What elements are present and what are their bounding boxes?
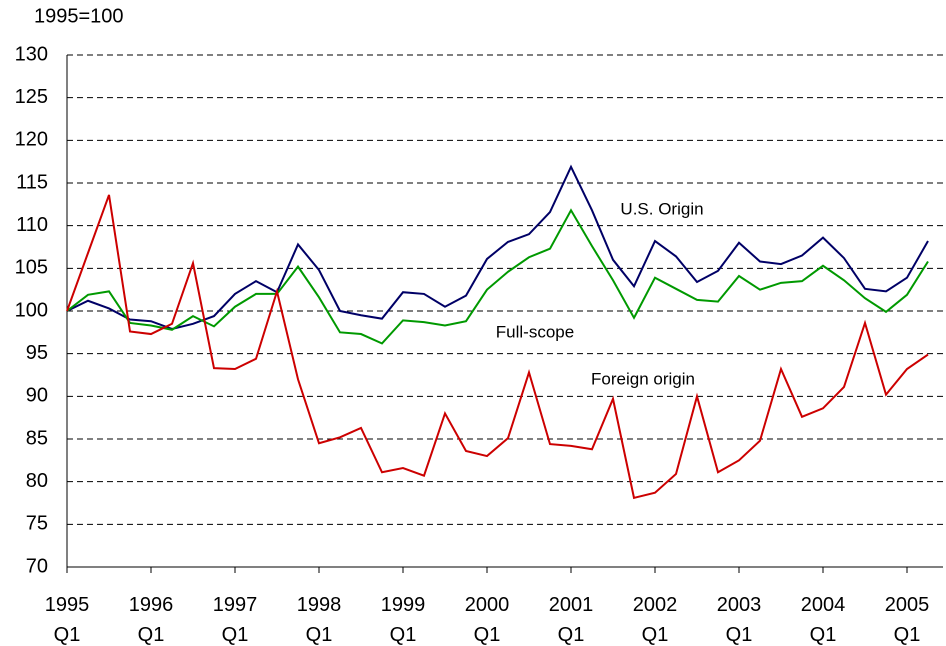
series-label: Full-scope	[496, 322, 574, 341]
y-tick-label: 125	[15, 86, 48, 108]
series-label: U.S. Origin	[620, 199, 703, 218]
y-tick-label: 100	[15, 299, 48, 321]
series-line	[66, 208, 929, 345]
y-tick-label: 110	[16, 214, 48, 236]
x-tick-label: 1999 Q1	[381, 594, 426, 646]
y-tick-label: 120	[15, 129, 48, 151]
y-tick-label: 80	[26, 470, 48, 492]
x-tick-label: 2000 Q1	[465, 594, 510, 646]
x-tick-label: 1996 Q1	[129, 594, 174, 646]
y-tick-label: 95	[26, 342, 48, 364]
x-tick-label: 1998 Q1	[297, 594, 342, 646]
series-line	[66, 164, 929, 330]
x-tick-label: 2004 Q1	[801, 594, 846, 646]
series-label: Foreign origin	[591, 369, 695, 388]
y-tick-label: 105	[15, 257, 48, 279]
y-tick-label: 115	[16, 171, 48, 193]
x-tick-label: 1997 Q1	[213, 594, 258, 646]
y-tick-label: 90	[26, 385, 48, 407]
x-tick-label: 2001 Q1	[549, 594, 594, 646]
y-tick-label: 85	[26, 427, 48, 449]
y-tick-label: 75	[26, 513, 48, 535]
y-axis-label: 1995=100	[34, 5, 124, 27]
x-tick-label: 1995 Q1	[45, 594, 90, 646]
x-tick-label: 2002 Q1	[633, 594, 678, 646]
y-tick-label: 70	[26, 555, 48, 577]
x-tick-label: 2005 Q1	[885, 594, 930, 646]
series-line	[66, 194, 929, 500]
y-tick-label: 130	[15, 43, 48, 65]
x-tick-label: 2003 Q1	[717, 594, 762, 646]
